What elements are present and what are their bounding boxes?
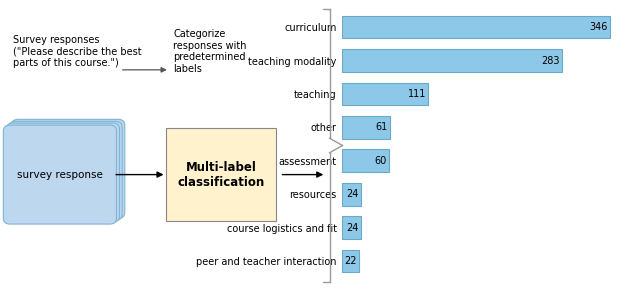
Text: 60: 60: [374, 156, 387, 166]
Text: 283: 283: [541, 56, 559, 65]
Bar: [342, 16, 611, 38]
Text: Categorize
responses with
predetermined
labels: Categorize responses with predetermined …: [173, 29, 246, 74]
Bar: [342, 216, 361, 239]
FancyBboxPatch shape: [166, 128, 276, 221]
Bar: [342, 250, 360, 272]
Text: 61: 61: [375, 122, 387, 132]
FancyBboxPatch shape: [6, 123, 120, 222]
Text: 22: 22: [344, 256, 357, 266]
Text: 24: 24: [346, 189, 358, 199]
FancyBboxPatch shape: [3, 125, 116, 224]
Text: 24: 24: [346, 223, 358, 233]
FancyBboxPatch shape: [12, 119, 125, 218]
Text: Survey responses
("Please describe the best
parts of this course."): Survey responses ("Please describe the b…: [13, 35, 142, 68]
Bar: [342, 49, 562, 72]
Bar: [342, 149, 389, 172]
Bar: [342, 116, 390, 139]
Text: 111: 111: [408, 89, 426, 99]
Text: 346: 346: [589, 22, 608, 32]
Text: Multi-label
classification: Multi-label classification: [178, 161, 265, 189]
Bar: [342, 183, 361, 205]
FancyBboxPatch shape: [9, 121, 122, 220]
Text: survey response: survey response: [17, 170, 103, 180]
Bar: [342, 83, 428, 105]
